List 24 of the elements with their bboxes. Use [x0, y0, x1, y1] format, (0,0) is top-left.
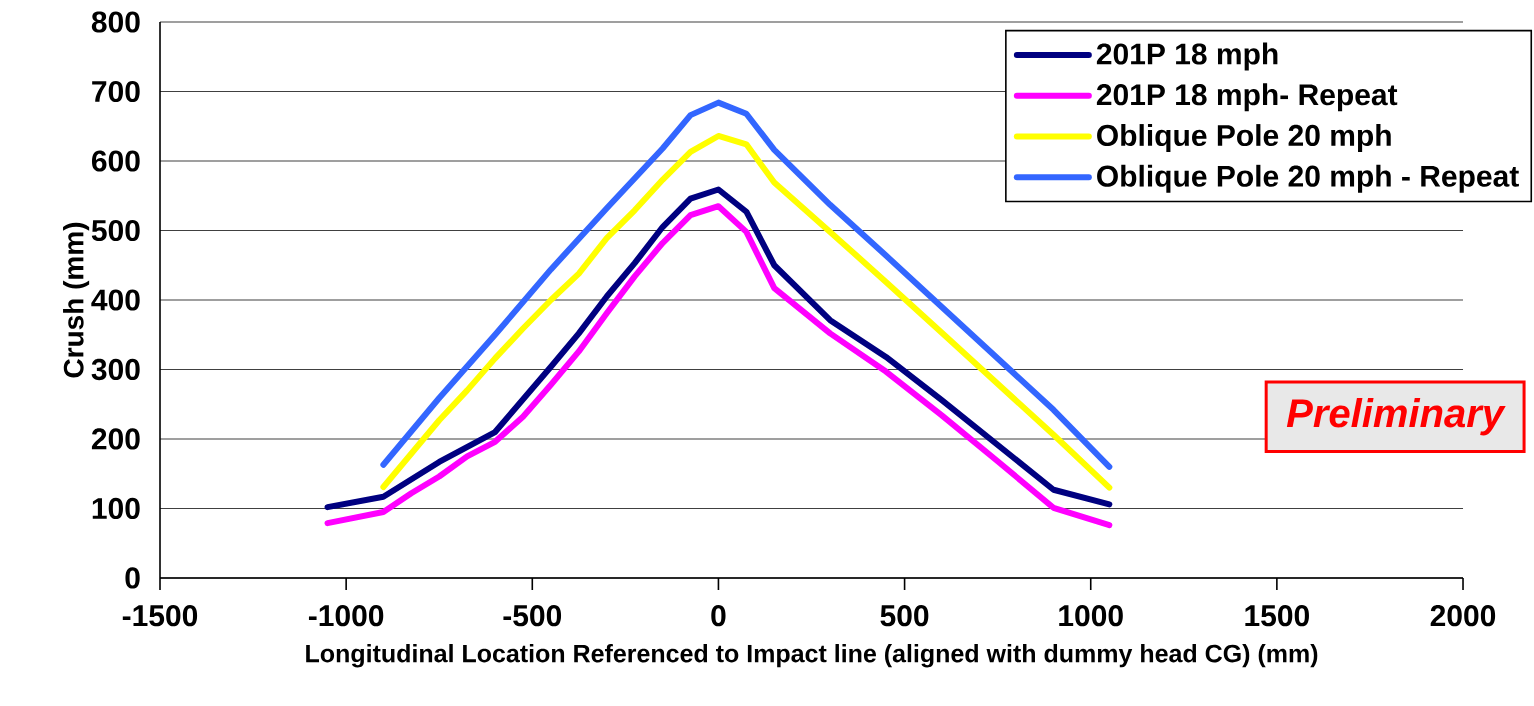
x-tick-label: -1000 [308, 605, 384, 627]
x-tick-label: -1500 [122, 605, 198, 627]
legend-label: Oblique Pole 20 mph - Repeat [1097, 164, 1519, 193]
x-axis-title: Longitudinal Location Referenced to Impact line (aligned with dummy head CG) (mm) [306, 644, 1318, 668]
legend-label: 201P 18 mph [1096, 42, 1278, 71]
x-tick-label: 1500 [1245, 605, 1309, 627]
legend-label: Oblique Pole 20 mph [1097, 124, 1391, 153]
y-tick-label: 0 [125, 567, 140, 589]
legend-label: 201P 18 mph- Repeat [1096, 83, 1398, 112]
x-tick-label: 1000 [1059, 605, 1123, 627]
x-tick-label: -500 [503, 605, 562, 627]
y-tick-label: 800 [91, 11, 140, 33]
y-tick-label: 500 [91, 219, 140, 242]
x-tick-label: 2000 [1430, 605, 1496, 627]
y-tick-label: 700 [92, 80, 140, 103]
y-axis-title: Crush (mm) [63, 222, 90, 378]
y-tick-label: 200 [91, 428, 140, 450]
annotation: Preliminary [1286, 398, 1506, 436]
y-tick-label: 100 [92, 497, 140, 520]
y-tick-label: 600 [91, 150, 140, 172]
y-tick-label: 400 [91, 289, 140, 311]
y-tick-label: 300 [91, 358, 140, 381]
x-tick-label: 500 [880, 605, 929, 627]
x-tick-label: 0 [711, 605, 726, 627]
